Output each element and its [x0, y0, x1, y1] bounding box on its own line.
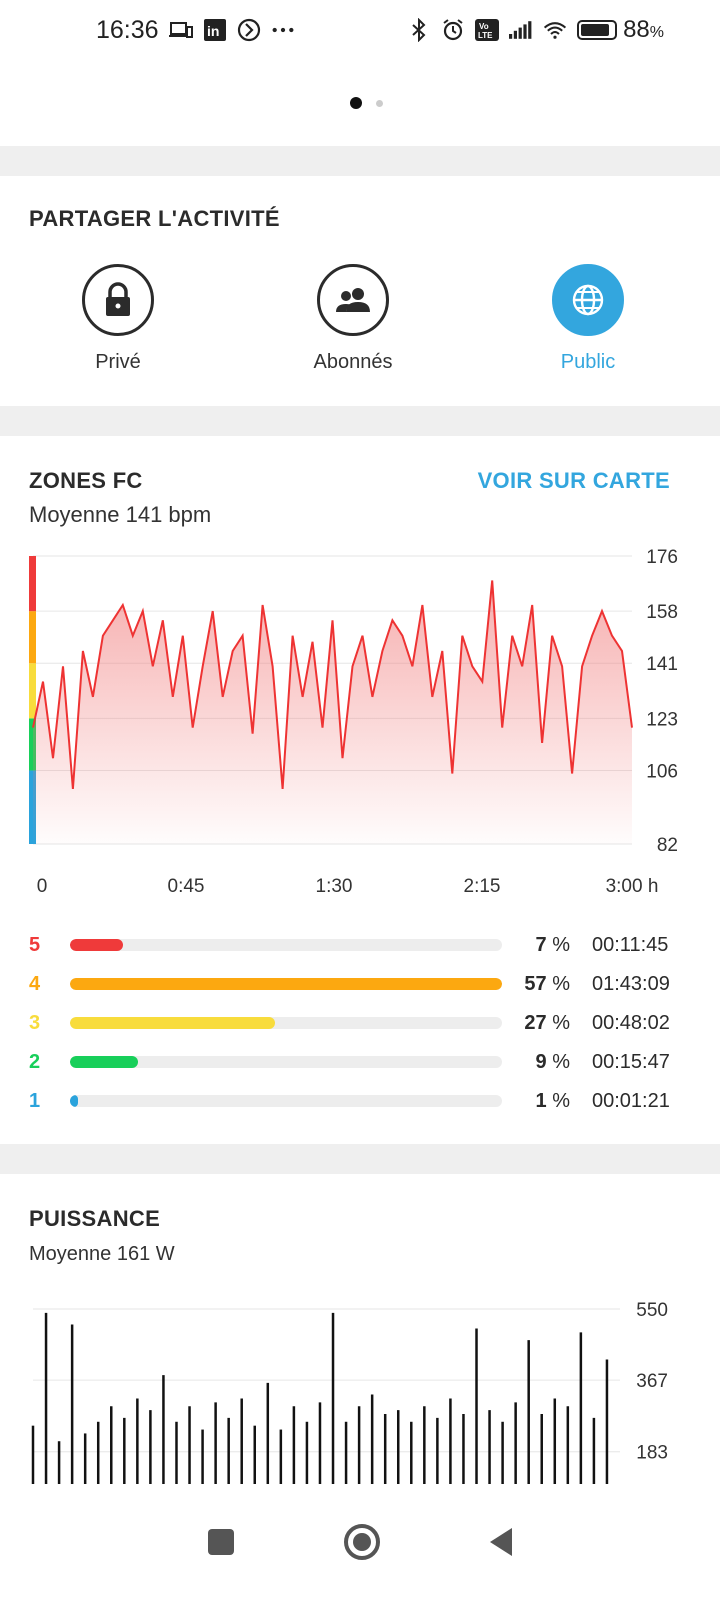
zone-bar-track — [70, 978, 502, 990]
x-tick-label: 1:30 — [316, 876, 353, 897]
svg-text:LTE: LTE — [478, 31, 493, 40]
zone-bar-track — [70, 1056, 502, 1068]
y-tick-label: 106 — [646, 761, 678, 782]
home-button[interactable] — [344, 1524, 380, 1560]
hr-zones-title: ZONES FC — [29, 468, 143, 493]
zone-bar-fill — [70, 1017, 275, 1029]
zone-time: 00:48:02 — [592, 1012, 670, 1034]
more-icon — [271, 18, 295, 42]
zone-percent: 7 % — [535, 934, 570, 956]
page-dot[interactable] — [375, 99, 383, 107]
zone-time: 01:43:09 — [592, 973, 670, 995]
zone-band — [29, 663, 36, 719]
status-bar: 16:36 in Vo LTE 88% — [0, 0, 720, 60]
zone-row: 3 27 % 00:48:02 — [0, 1012, 720, 1051]
power-chart: 550 367 183 — [31, 1300, 668, 1484]
zone-band — [29, 770, 36, 844]
zone-percent: 27 % — [524, 1012, 570, 1034]
zone-percent: 1 % — [535, 1090, 570, 1112]
back-button[interactable] — [490, 1528, 512, 1556]
zone-number: 3 — [29, 1012, 41, 1034]
system-nav-bar — [0, 1484, 720, 1600]
zone-row: 2 9 % 00:15:47 — [0, 1051, 720, 1090]
power-average: Moyenne 161 W — [29, 1243, 175, 1265]
alarm-icon — [441, 18, 465, 42]
zone-number: 5 — [29, 934, 41, 956]
share-option-private[interactable]: Privé — [48, 264, 188, 374]
share-option-followers[interactable]: Abonnés — [283, 264, 423, 374]
share-option-public[interactable]: Public — [518, 264, 658, 374]
svg-text:in: in — [207, 23, 219, 39]
hr-area — [33, 580, 632, 844]
hr-average: Moyenne 141 bpm — [29, 502, 212, 527]
app-icon — [237, 18, 261, 42]
globe-icon — [552, 264, 624, 336]
battery-unit: % — [649, 24, 664, 41]
zone-bar-fill — [70, 1056, 139, 1068]
page-indicator — [0, 60, 720, 146]
signal-icon — [509, 18, 533, 42]
zone-bar-track — [70, 939, 502, 951]
zone-row: 4 57 % 01:43:09 — [0, 973, 720, 1012]
zone-number: 4 — [29, 973, 41, 995]
zone-bar-fill — [70, 1095, 78, 1107]
x-tick-label: 3:00 h — [606, 876, 659, 897]
y-tick-label: 123 — [646, 709, 678, 730]
linkedin-icon: in — [203, 18, 227, 42]
devices-icon — [168, 18, 193, 42]
y-tick-label: 176 — [646, 547, 678, 568]
power-title: PUISSANCE — [29, 1206, 161, 1231]
zone-bar-track — [70, 1095, 502, 1107]
battery-level: 88 — [623, 16, 650, 43]
hr-chart: 176 158 141 123 106 82 0 0:45 1:30 2:15 3:00 h — [29, 547, 678, 897]
share-option-label: Privé — [95, 351, 141, 373]
x-tick-label: 0:45 — [168, 876, 205, 897]
zone-percent: 57 % — [524, 973, 570, 995]
zone-time: 00:15:47 — [592, 1051, 670, 1073]
share-option-label: Public — [560, 351, 616, 373]
y-tick-label: 183 — [636, 1443, 668, 1464]
y-tick-label: 158 — [646, 602, 678, 623]
zone-bar-fill — [70, 978, 502, 990]
y-tick-label: 82 — [657, 835, 678, 856]
status-time: 16:36 — [96, 15, 159, 44]
svg-text:Vo: Vo — [479, 22, 489, 31]
x-tick-label: 0 — [37, 876, 48, 897]
zone-band — [29, 556, 36, 612]
lock-icon — [82, 264, 154, 336]
zone-percent: 9 % — [535, 1051, 570, 1073]
recent-apps-button[interactable] — [208, 1529, 234, 1555]
y-tick-label: 367 — [636, 1371, 668, 1392]
view-on-map-link[interactable]: VOIR SUR CARTE — [477, 468, 670, 493]
zone-number: 1 — [29, 1090, 41, 1112]
x-tick-label: 2:15 — [464, 876, 501, 897]
power-card: PUISSANCE Moyenne 161 W 550 367 183 — [0, 1174, 720, 1494]
bluetooth-icon — [407, 18, 431, 42]
page-dot-active[interactable] — [349, 97, 362, 109]
share-title: PARTAGER L'ACTIVITÉ — [29, 206, 280, 231]
hr-line — [32, 580, 633, 789]
y-tick-label: 550 — [636, 1300, 668, 1321]
share-option-label: Abonnés — [313, 351, 393, 373]
zone-number: 2 — [29, 1051, 41, 1073]
y-tick-label: 141 — [646, 654, 678, 675]
zone-time: 00:01:21 — [592, 1090, 670, 1112]
battery-icon: 88% — [577, 16, 664, 44]
zone-bar-fill — [70, 939, 124, 951]
zone-row: 1 1 % 00:01:21 — [0, 1090, 720, 1129]
zone-row: 5 7 % 00:11:45 — [0, 934, 720, 973]
zone-time: 00:11:45 — [592, 934, 669, 956]
followers-icon — [317, 264, 389, 336]
hr-zones-card: ZONES FC VOIR SUR CARTE Moyenne 141 bpm … — [0, 436, 720, 1144]
zone-band — [29, 611, 36, 664]
zone-band — [29, 718, 36, 771]
share-activity-card: PARTAGER L'ACTIVITÉ Privé Abonnés Public — [0, 176, 720, 406]
volte-icon: Vo LTE — [475, 18, 500, 42]
zone-bar-track — [70, 1017, 502, 1029]
wifi-icon — [543, 18, 567, 42]
